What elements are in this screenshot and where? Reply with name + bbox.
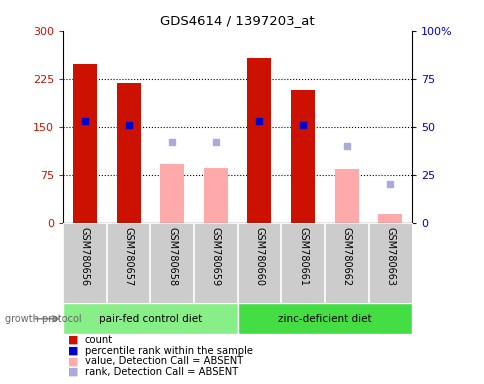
Text: ■: ■ [68, 346, 78, 356]
Bar [290, 89, 315, 223]
Text: zinc-deficient diet: zinc-deficient diet [277, 314, 371, 324]
Title: GDS4614 / 1397203_at: GDS4614 / 1397203_at [160, 14, 314, 27]
Text: GSM780660: GSM780660 [254, 227, 264, 286]
Bar [247, 58, 271, 223]
Text: GSM780662: GSM780662 [341, 227, 351, 286]
Bar [203, 168, 227, 223]
Text: count: count [85, 335, 113, 345]
Text: GSM780659: GSM780659 [211, 227, 220, 286]
Bar [73, 64, 97, 223]
Text: ■: ■ [68, 367, 78, 377]
Text: GSM780656: GSM780656 [80, 227, 90, 286]
Text: percentile rank within the sample: percentile rank within the sample [85, 346, 252, 356]
Bar [116, 83, 140, 223]
Text: rank, Detection Call = ABSENT: rank, Detection Call = ABSENT [85, 367, 238, 377]
Bar [160, 164, 184, 223]
Text: GSM780658: GSM780658 [167, 227, 177, 286]
Text: value, Detection Call = ABSENT: value, Detection Call = ABSENT [85, 356, 242, 366]
Bar [63, 303, 237, 334]
Text: ■: ■ [68, 335, 78, 345]
Bar [237, 303, 411, 334]
Bar [378, 214, 402, 223]
Bar [334, 169, 358, 223]
Text: GSM780663: GSM780663 [385, 227, 394, 286]
Text: ■: ■ [68, 356, 78, 366]
Text: pair-fed control diet: pair-fed control diet [99, 314, 201, 324]
Text: growth protocol: growth protocol [5, 314, 81, 324]
Text: GSM780661: GSM780661 [298, 227, 307, 286]
Text: GSM780657: GSM780657 [123, 227, 133, 286]
